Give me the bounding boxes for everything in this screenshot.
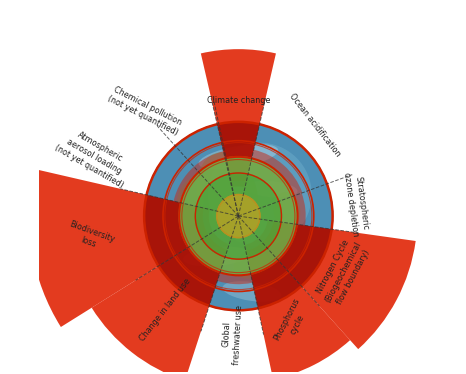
Text: Phosphorus
cycle: Phosphorus cycle <box>273 296 312 347</box>
Wedge shape <box>174 167 210 206</box>
Ellipse shape <box>222 281 281 302</box>
Ellipse shape <box>274 192 301 230</box>
Wedge shape <box>262 221 416 349</box>
Ellipse shape <box>197 152 258 237</box>
Text: Ocean acidification: Ocean acidification <box>287 92 342 159</box>
Circle shape <box>195 173 281 259</box>
Wedge shape <box>194 151 229 184</box>
Text: Chemical pollution
(not yet quantified): Chemical pollution (not yet quantified) <box>106 84 185 137</box>
Text: Atmospheric
aerosol loading
(not yet quantified): Atmospheric aerosol loading (not yet qua… <box>53 124 136 190</box>
Ellipse shape <box>183 246 250 266</box>
Ellipse shape <box>244 181 297 197</box>
Wedge shape <box>246 242 350 374</box>
Ellipse shape <box>233 250 270 279</box>
Text: Biodiversity
loss: Biodiversity loss <box>65 220 116 255</box>
Wedge shape <box>92 235 227 374</box>
Wedge shape <box>279 193 306 226</box>
Wedge shape <box>144 195 213 266</box>
Circle shape <box>179 157 298 275</box>
Text: Global
freshwater use: Global freshwater use <box>220 304 244 365</box>
Circle shape <box>144 122 333 310</box>
Wedge shape <box>158 232 229 306</box>
Text: Nitrogen Cycle
(Biogeochemical
flow boundary): Nitrogen Cycle (Biogeochemical flow boun… <box>314 234 372 309</box>
Wedge shape <box>201 49 276 181</box>
Text: Change in land use: Change in land use <box>138 276 193 343</box>
Wedge shape <box>245 238 302 308</box>
Ellipse shape <box>199 144 278 169</box>
Wedge shape <box>217 257 253 284</box>
Ellipse shape <box>208 143 312 246</box>
Text: Climate change: Climate change <box>207 96 270 105</box>
Ellipse shape <box>176 179 204 227</box>
Wedge shape <box>29 169 208 327</box>
Wedge shape <box>217 122 260 187</box>
Text: Stratospheric
ozone depletion: Stratospheric ozone depletion <box>342 170 370 237</box>
Circle shape <box>217 194 260 237</box>
Wedge shape <box>258 220 332 286</box>
Wedge shape <box>248 150 302 201</box>
